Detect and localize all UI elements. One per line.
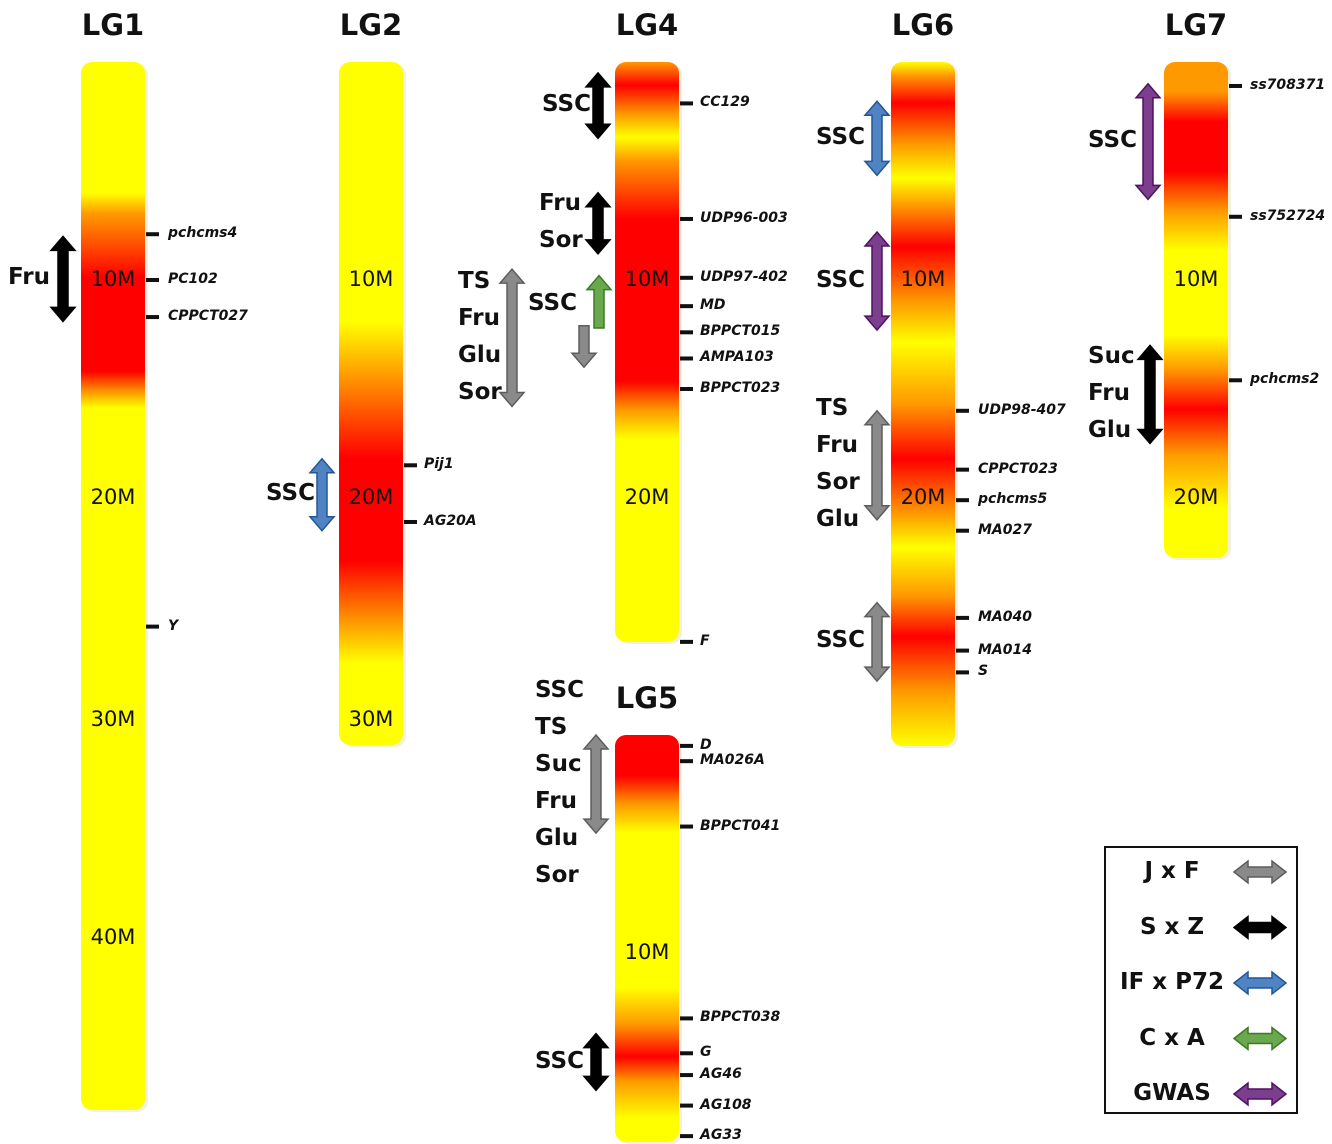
qtl-arrow <box>570 325 598 369</box>
marker-tick <box>956 528 969 533</box>
chromosome-lg7 <box>1164 62 1231 560</box>
chromosome-bar <box>81 62 145 1110</box>
marker-tick <box>680 387 693 391</box>
marker-tick <box>680 356 693 361</box>
chromosome-lg2 <box>339 62 406 747</box>
marker-tick <box>680 1073 693 1078</box>
marker-tick <box>680 639 693 644</box>
marker-tick <box>680 824 693 829</box>
qtl-arrow <box>863 409 891 521</box>
qtl-arrow <box>582 1032 610 1092</box>
marker-tick <box>146 624 159 629</box>
legend-label: IF x P72 <box>1120 969 1224 995</box>
marker-tick <box>680 743 693 748</box>
qtl-arrow <box>582 733 610 835</box>
population-legend: J x F S x Z IF x P72 C x A GWAS <box>1104 846 1298 1114</box>
qtl-arrow <box>863 230 891 332</box>
marker-tick <box>956 615 969 620</box>
chromosome-bar <box>1164 62 1228 558</box>
qtl-arrow <box>308 457 336 532</box>
qtl-arrow <box>863 100 891 177</box>
legend-arrow <box>1232 970 1288 996</box>
chromosome-bar <box>339 62 403 745</box>
legend-label: J x F <box>1144 858 1200 884</box>
marker-tick <box>956 498 969 503</box>
qtl-arrow <box>1134 82 1162 201</box>
marker-tick <box>1229 214 1242 219</box>
legend-label: C x A <box>1139 1024 1205 1051</box>
marker-tick <box>956 648 969 653</box>
marker-tick <box>146 232 159 237</box>
legend-label: S x Z <box>1139 913 1205 940</box>
chromosome-lg6 <box>891 62 958 748</box>
marker-tick <box>1229 83 1242 88</box>
legend-arrow <box>1232 1025 1288 1052</box>
legend-arrow <box>1232 859 1288 885</box>
marker-tick <box>680 1016 693 1021</box>
marker-tick <box>956 467 969 472</box>
marker-tick <box>956 408 969 413</box>
qtl-arrow <box>585 274 613 329</box>
chromosome-bar <box>891 62 955 746</box>
marker-tick <box>680 759 693 764</box>
marker-tick <box>680 1051 693 1056</box>
qtl-arrow <box>584 191 612 255</box>
marker-tick <box>404 463 417 468</box>
marker-tick <box>680 1103 693 1108</box>
chromosome-lg5 <box>615 735 682 1144</box>
marker-tick <box>146 278 159 282</box>
chromosome-bar <box>615 62 679 642</box>
marker-tick <box>146 315 159 320</box>
marker-tick <box>404 519 417 524</box>
qtl-arrow <box>1136 344 1164 445</box>
legend-arrow <box>1232 1081 1288 1107</box>
marker-tick <box>680 275 693 280</box>
legend-arrow <box>1232 914 1288 941</box>
marker-tick <box>680 304 693 309</box>
marker-tick <box>680 101 693 106</box>
chromosome-lg1 <box>81 62 148 1112</box>
qtl-arrow <box>863 601 891 683</box>
marker-tick <box>956 670 969 675</box>
qtl-arrow <box>584 71 612 140</box>
qtl-arrow <box>498 267 526 408</box>
chromosome-lg4 <box>615 62 682 644</box>
marker-tick <box>680 330 693 335</box>
legend-label: GWAS <box>1133 1080 1211 1106</box>
marker-tick <box>680 1134 693 1139</box>
marker-tick <box>1229 378 1242 383</box>
chromosome-bar <box>615 735 679 1142</box>
marker-tick <box>680 216 693 221</box>
qtl-arrow <box>49 235 77 323</box>
